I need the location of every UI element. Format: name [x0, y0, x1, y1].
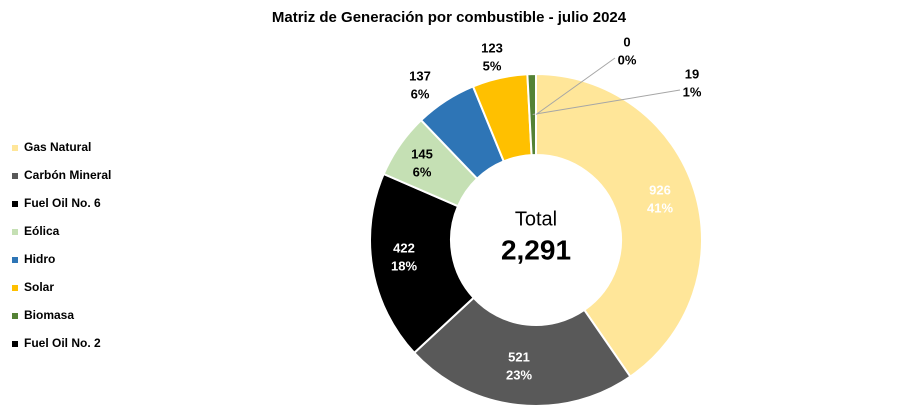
legend-swatch — [12, 201, 18, 207]
legend-swatch — [12, 229, 18, 235]
legend-swatch — [12, 145, 18, 151]
legend-swatch — [12, 341, 18, 347]
data-label-percent: 1% — [683, 84, 702, 99]
data-label: 926 — [649, 182, 671, 197]
slice — [369, 172, 476, 355]
data-label: 0 — [623, 34, 630, 49]
slice — [412, 296, 632, 406]
legend-label: Biomasa — [24, 308, 74, 322]
data-label-percent: 5% — [483, 58, 502, 73]
data-label-percent: 6% — [411, 86, 430, 101]
data-label-percent: 41% — [647, 200, 673, 215]
legend-label: Solar — [24, 280, 54, 294]
data-label: 422 — [393, 240, 415, 255]
legend-label: Fuel Oil No. 2 — [24, 336, 101, 350]
legend-swatch — [12, 313, 18, 319]
chart-title: Matriz de Generación por combustible - j… — [272, 9, 627, 26]
legend-swatch — [12, 285, 18, 291]
center-total: 2,291 — [501, 234, 571, 265]
data-label: 123 — [481, 40, 503, 55]
data-label-percent: 18% — [391, 258, 417, 273]
center-label: Total — [515, 208, 557, 230]
slice — [535, 72, 703, 379]
data-label-percent: 0% — [618, 52, 637, 67]
data-label: 137 — [409, 68, 431, 83]
leader-line — [535, 57, 616, 115]
leader-line — [532, 89, 681, 116]
legend-swatch — [12, 173, 18, 179]
legend-label: Fuel Oil No. 6 — [24, 196, 101, 210]
data-label: 145 — [411, 146, 433, 161]
legend-label: Hidro — [24, 252, 55, 266]
legend-label: Carbón Mineral — [24, 168, 111, 182]
data-label: 521 — [508, 349, 530, 364]
data-label: 19 — [685, 66, 699, 81]
legend-swatch — [12, 257, 18, 263]
data-label-percent: 23% — [506, 367, 532, 382]
data-label-percent: 6% — [413, 164, 432, 179]
legend-label: Gas Natural — [24, 140, 91, 154]
legend-label: Eólica — [24, 224, 60, 238]
